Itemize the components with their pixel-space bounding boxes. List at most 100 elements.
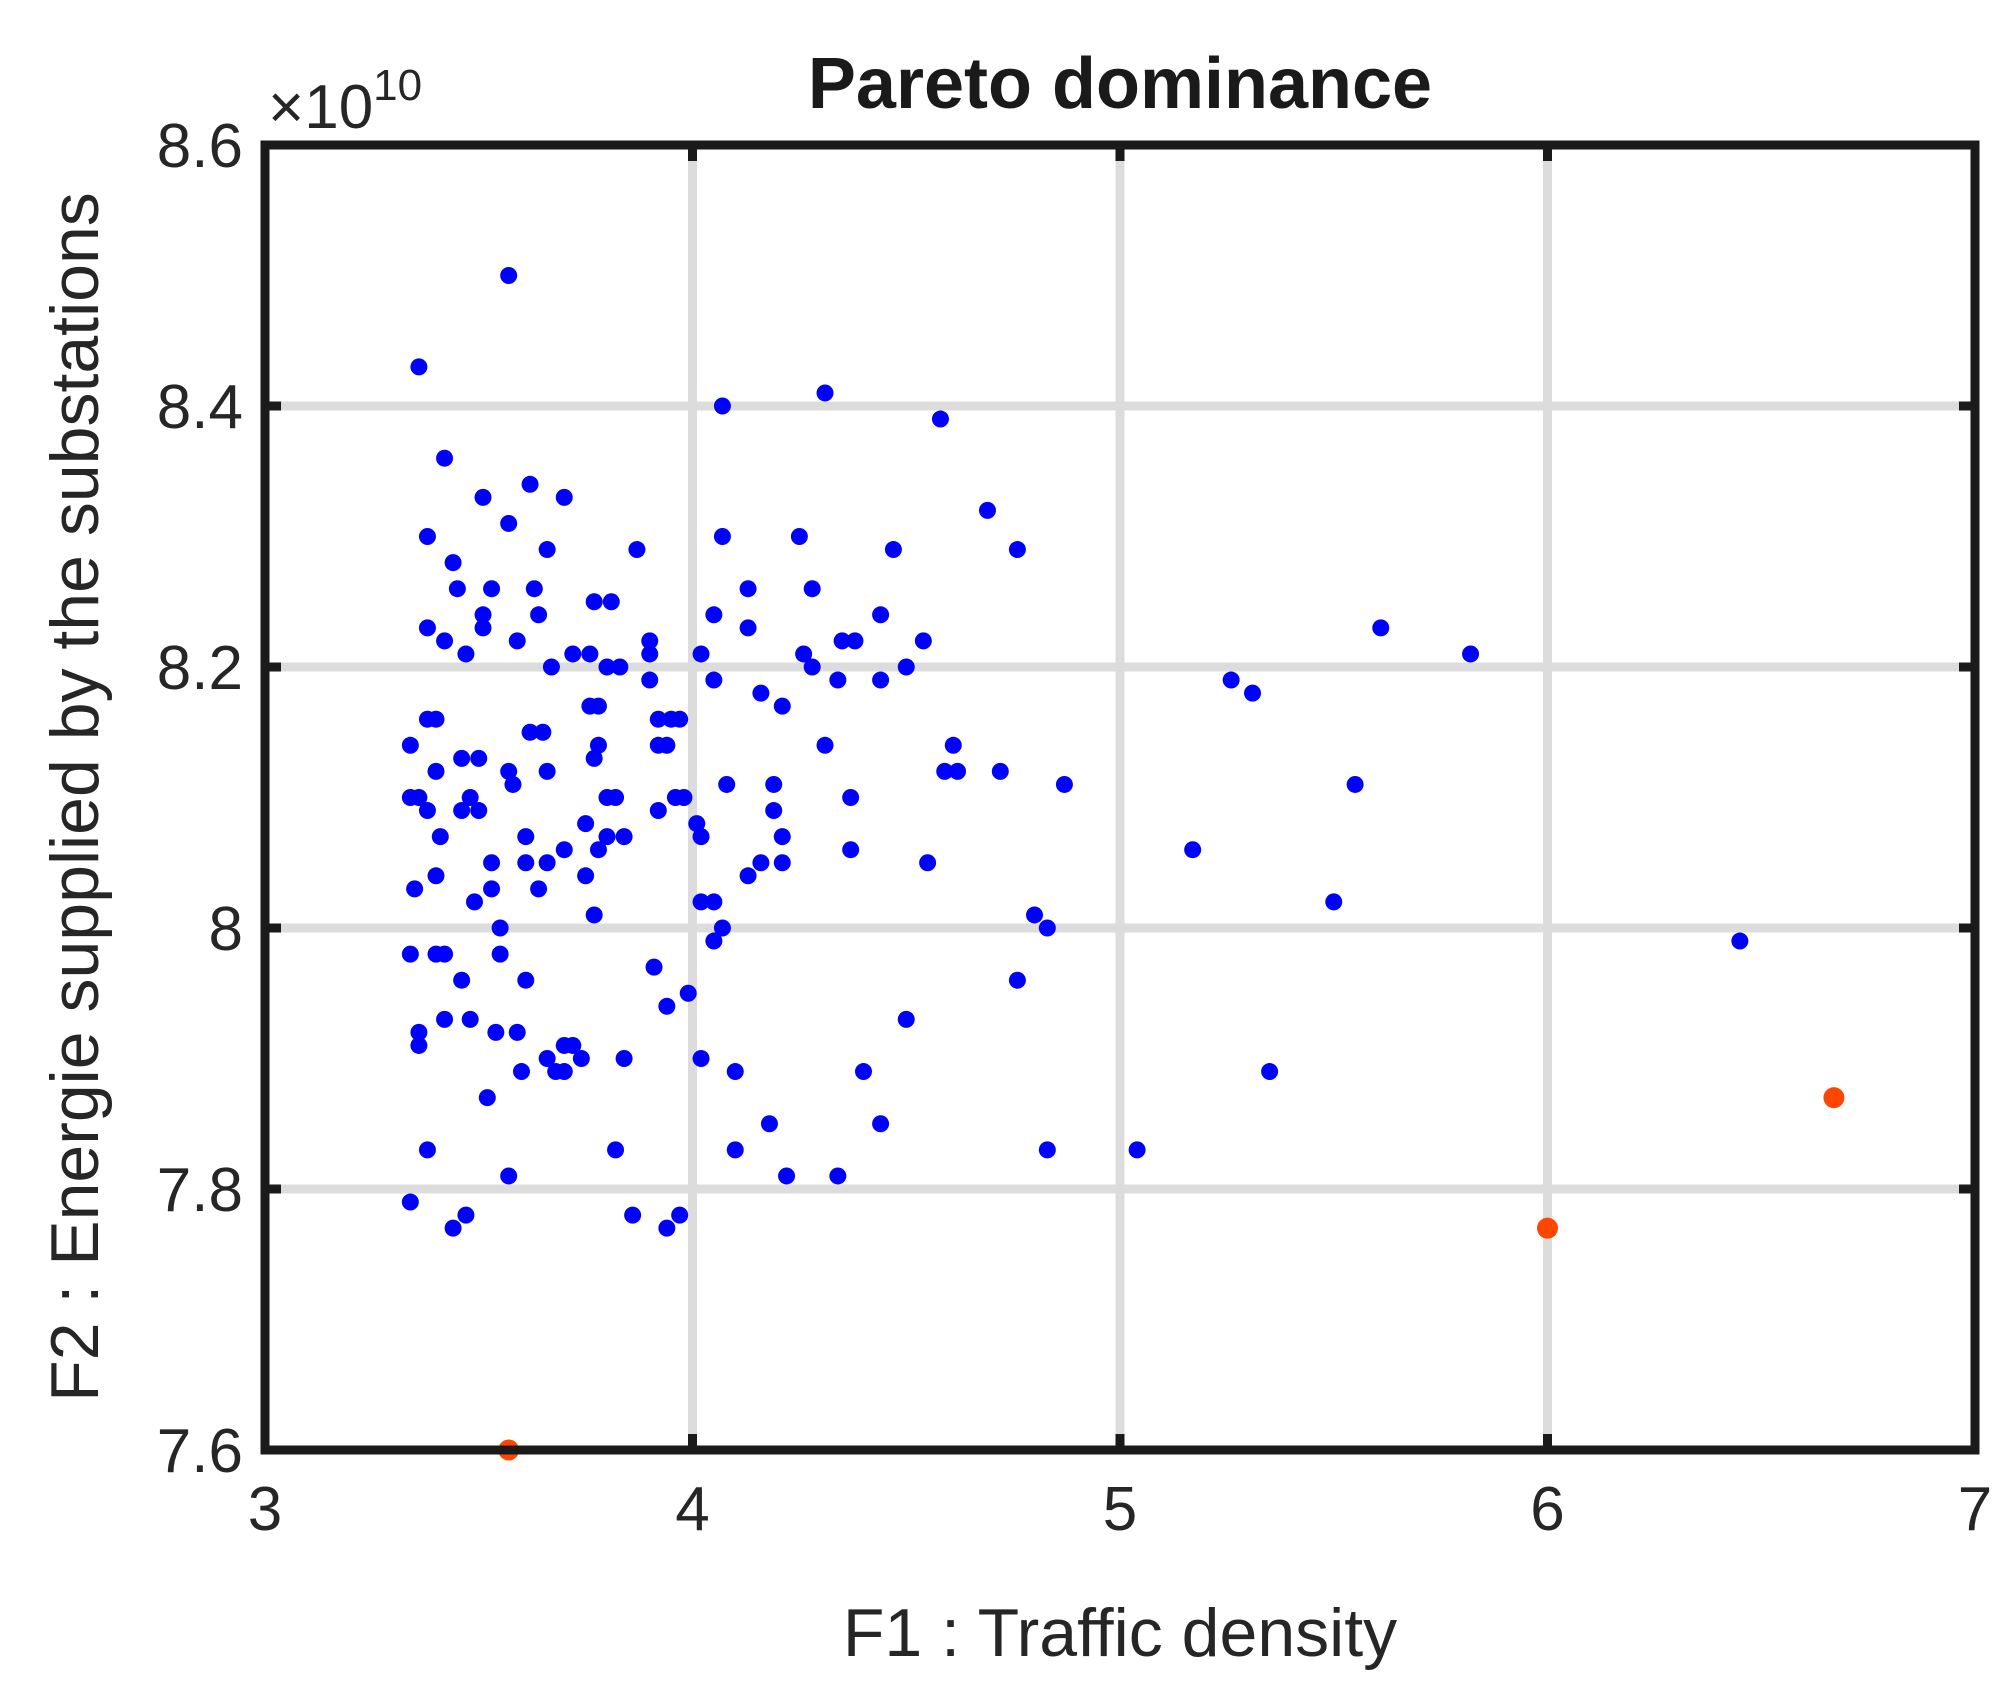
data-point bbox=[884, 541, 902, 559]
data-point bbox=[491, 945, 509, 963]
data-point bbox=[508, 1023, 526, 1041]
data-point bbox=[410, 789, 428, 806]
data-point bbox=[538, 762, 556, 780]
data-point bbox=[418, 619, 436, 637]
data-point bbox=[406, 880, 424, 898]
data-point bbox=[401, 945, 419, 963]
data-point bbox=[705, 893, 723, 911]
data-point bbox=[410, 358, 428, 376]
data-point bbox=[453, 802, 471, 820]
data-point bbox=[572, 1050, 590, 1067]
data-point bbox=[487, 1023, 505, 1041]
data-point bbox=[842, 789, 860, 806]
data-point bbox=[500, 267, 518, 284]
data-point bbox=[410, 1036, 428, 1054]
data-point bbox=[453, 971, 471, 989]
data-points bbox=[401, 267, 1845, 1461]
data-point bbox=[504, 775, 522, 793]
data-point bbox=[470, 749, 488, 767]
data-point bbox=[483, 580, 501, 598]
data-point bbox=[739, 580, 757, 598]
data-point bbox=[585, 906, 603, 924]
x-axis-label: F1 : Traffic density bbox=[843, 1595, 1397, 1671]
data-point bbox=[1222, 671, 1240, 689]
data-point bbox=[778, 1167, 796, 1185]
data-point bbox=[538, 1050, 556, 1067]
data-point bbox=[470, 802, 488, 820]
data-point bbox=[444, 1219, 462, 1237]
data-point bbox=[773, 697, 791, 715]
data-point bbox=[534, 723, 552, 741]
data-point bbox=[465, 893, 483, 911]
data-point bbox=[1731, 932, 1749, 950]
x-tick-label: 4 bbox=[675, 1475, 709, 1544]
y-tick-label: 7.8 bbox=[157, 1156, 243, 1225]
data-point bbox=[991, 762, 1009, 780]
data-point bbox=[555, 841, 573, 859]
data-point bbox=[829, 1167, 847, 1185]
data-point bbox=[615, 828, 633, 846]
data-point bbox=[478, 1089, 496, 1107]
data-point bbox=[448, 580, 466, 598]
data-point bbox=[598, 789, 616, 806]
grid-lines bbox=[265, 145, 1975, 1450]
data-point bbox=[842, 841, 860, 859]
data-point bbox=[765, 775, 783, 793]
data-point bbox=[671, 1206, 689, 1224]
data-point bbox=[790, 528, 808, 545]
data-point bbox=[577, 867, 595, 885]
data-point bbox=[649, 710, 667, 728]
data-point bbox=[547, 1063, 565, 1081]
y-tick-labels: 7.6 7.8 8 8.2 8.4 8.6 bbox=[157, 112, 243, 1486]
data-point bbox=[483, 880, 501, 898]
data-point bbox=[611, 658, 629, 676]
data-point bbox=[1026, 906, 1043, 924]
y-tick-label: 8.4 bbox=[157, 373, 243, 442]
x-tick-label: 7 bbox=[1958, 1475, 1992, 1544]
data-point bbox=[483, 854, 501, 872]
data-point bbox=[675, 789, 693, 806]
data-point bbox=[760, 1115, 778, 1133]
data-point bbox=[726, 1063, 744, 1081]
data-point bbox=[461, 1010, 479, 1028]
data-point bbox=[474, 488, 492, 506]
data-point bbox=[444, 554, 462, 572]
y-exponent-power: 10 bbox=[373, 61, 422, 110]
data-point bbox=[513, 1063, 530, 1081]
data-point bbox=[401, 1193, 419, 1211]
data-point bbox=[803, 658, 821, 676]
data-point bbox=[1038, 1141, 1056, 1159]
data-point bbox=[615, 1050, 633, 1067]
data-point bbox=[713, 397, 731, 415]
data-point bbox=[1462, 645, 1480, 663]
pareto-point bbox=[1823, 1087, 1845, 1109]
data-point bbox=[1008, 971, 1026, 989]
data-point bbox=[538, 541, 556, 559]
data-point bbox=[427, 867, 445, 885]
data-point bbox=[726, 1141, 744, 1159]
data-point bbox=[872, 1115, 890, 1133]
chart-title: Pareto dominance bbox=[808, 44, 1432, 124]
x-tick-labels: 3 4 5 6 7 bbox=[248, 1475, 1992, 1544]
data-point bbox=[517, 854, 535, 872]
data-point bbox=[427, 710, 445, 728]
y-tick-label: 8.6 bbox=[157, 112, 243, 181]
data-point bbox=[752, 854, 770, 872]
y-tick-label: 8 bbox=[209, 895, 243, 964]
data-point bbox=[705, 932, 723, 950]
x-tick-label: 3 bbox=[248, 1475, 282, 1544]
data-point bbox=[521, 475, 539, 493]
data-point bbox=[418, 802, 436, 820]
data-point bbox=[457, 1206, 475, 1224]
data-point bbox=[431, 828, 449, 846]
data-point bbox=[914, 632, 932, 650]
data-point bbox=[803, 580, 821, 598]
data-point bbox=[658, 997, 676, 1015]
data-point bbox=[427, 945, 445, 963]
data-point bbox=[585, 593, 603, 611]
data-point bbox=[581, 697, 599, 715]
data-point bbox=[649, 802, 667, 820]
data-point bbox=[538, 854, 556, 872]
data-point bbox=[461, 789, 479, 806]
